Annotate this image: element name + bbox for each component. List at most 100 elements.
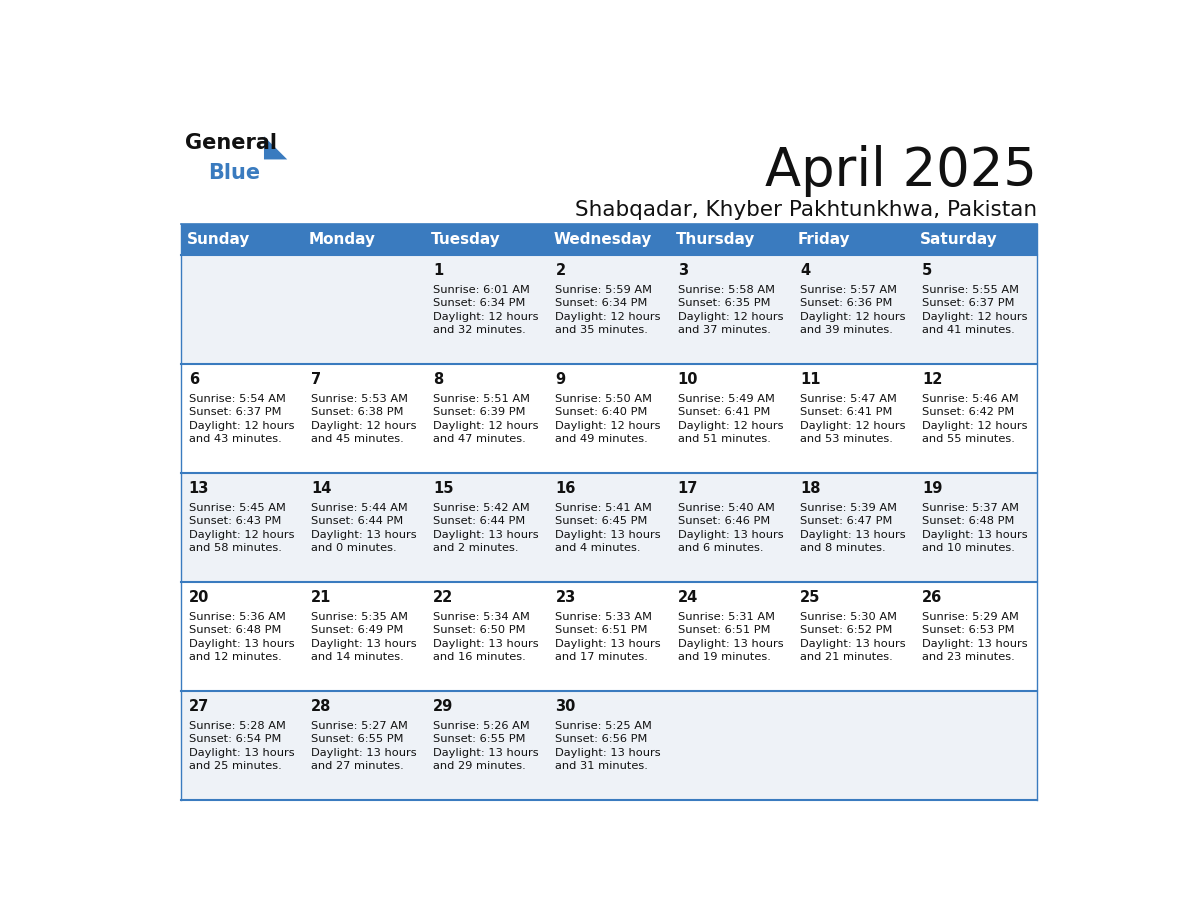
Bar bbox=[670, 582, 792, 691]
Text: Sunset: 6:47 PM: Sunset: 6:47 PM bbox=[800, 516, 892, 526]
Text: Daylight: 13 hours: Daylight: 13 hours bbox=[189, 747, 295, 757]
Text: and 10 minutes.: and 10 minutes. bbox=[922, 543, 1015, 553]
Text: Friday: Friday bbox=[797, 232, 851, 247]
Text: 8: 8 bbox=[434, 372, 443, 386]
Text: Sunrise: 5:33 AM: Sunrise: 5:33 AM bbox=[556, 611, 652, 621]
Text: and 49 minutes.: and 49 minutes. bbox=[556, 434, 649, 444]
Text: Daylight: 13 hours: Daylight: 13 hours bbox=[677, 639, 783, 649]
Bar bbox=[181, 255, 303, 364]
Text: Sunset: 6:44 PM: Sunset: 6:44 PM bbox=[311, 516, 403, 526]
Text: Sunset: 6:37 PM: Sunset: 6:37 PM bbox=[922, 298, 1015, 308]
Text: Daylight: 13 hours: Daylight: 13 hours bbox=[311, 530, 417, 540]
Text: and 23 minutes.: and 23 minutes. bbox=[922, 652, 1015, 662]
Bar bbox=[303, 224, 425, 255]
Text: Sunset: 6:52 PM: Sunset: 6:52 PM bbox=[800, 625, 892, 635]
Text: Sunset: 6:48 PM: Sunset: 6:48 PM bbox=[189, 625, 282, 635]
Text: Sunrise: 5:27 AM: Sunrise: 5:27 AM bbox=[311, 721, 407, 731]
Text: Daylight: 12 hours: Daylight: 12 hours bbox=[800, 311, 905, 321]
Text: Blue: Blue bbox=[208, 162, 260, 183]
Text: Sunset: 6:39 PM: Sunset: 6:39 PM bbox=[434, 407, 526, 417]
Text: 2: 2 bbox=[556, 263, 565, 277]
Text: 12: 12 bbox=[922, 372, 942, 386]
Text: Sunrise: 5:45 AM: Sunrise: 5:45 AM bbox=[189, 503, 285, 512]
Text: Sunrise: 5:54 AM: Sunrise: 5:54 AM bbox=[189, 394, 285, 404]
Bar bbox=[670, 364, 792, 473]
Text: Daylight: 12 hours: Daylight: 12 hours bbox=[434, 420, 538, 431]
Text: April 2025: April 2025 bbox=[765, 145, 1037, 196]
Text: and 58 minutes.: and 58 minutes. bbox=[189, 543, 282, 553]
Bar bbox=[548, 691, 670, 800]
Text: Sunset: 6:34 PM: Sunset: 6:34 PM bbox=[556, 298, 647, 308]
Text: Daylight: 12 hours: Daylight: 12 hours bbox=[311, 420, 417, 431]
Bar bbox=[181, 224, 303, 255]
Text: Tuesday: Tuesday bbox=[431, 232, 501, 247]
Text: 22: 22 bbox=[434, 589, 454, 605]
Text: 3: 3 bbox=[677, 263, 688, 277]
Bar bbox=[425, 255, 548, 364]
Text: 25: 25 bbox=[800, 589, 821, 605]
Text: 30: 30 bbox=[556, 699, 576, 714]
Text: Sunrise: 5:58 AM: Sunrise: 5:58 AM bbox=[677, 285, 775, 295]
Text: 15: 15 bbox=[434, 481, 454, 496]
Text: and 41 minutes.: and 41 minutes. bbox=[922, 325, 1015, 335]
Text: and 19 minutes.: and 19 minutes. bbox=[677, 652, 771, 662]
Text: 13: 13 bbox=[189, 481, 209, 496]
Text: Sunrise: 5:49 AM: Sunrise: 5:49 AM bbox=[677, 394, 775, 404]
Text: Shabqadar, Khyber Pakhtunkhwa, Pakistan: Shabqadar, Khyber Pakhtunkhwa, Pakistan bbox=[575, 200, 1037, 220]
Bar bbox=[425, 473, 548, 582]
Text: Sunrise: 5:30 AM: Sunrise: 5:30 AM bbox=[800, 611, 897, 621]
Text: Sunrise: 5:50 AM: Sunrise: 5:50 AM bbox=[556, 394, 652, 404]
Text: and 45 minutes.: and 45 minutes. bbox=[311, 434, 404, 444]
Text: Daylight: 13 hours: Daylight: 13 hours bbox=[556, 530, 661, 540]
Text: Sunrise: 5:36 AM: Sunrise: 5:36 AM bbox=[189, 611, 285, 621]
Text: Sunset: 6:34 PM: Sunset: 6:34 PM bbox=[434, 298, 525, 308]
Text: Daylight: 12 hours: Daylight: 12 hours bbox=[800, 420, 905, 431]
Text: Daylight: 13 hours: Daylight: 13 hours bbox=[556, 639, 661, 649]
Bar bbox=[303, 255, 425, 364]
Text: Daylight: 13 hours: Daylight: 13 hours bbox=[922, 530, 1028, 540]
Text: Sunrise: 5:46 AM: Sunrise: 5:46 AM bbox=[922, 394, 1019, 404]
Text: and 31 minutes.: and 31 minutes. bbox=[556, 761, 649, 771]
Bar bbox=[792, 691, 915, 800]
Text: 18: 18 bbox=[800, 481, 821, 496]
Text: and 21 minutes.: and 21 minutes. bbox=[800, 652, 892, 662]
Bar bbox=[303, 582, 425, 691]
Text: and 16 minutes.: and 16 minutes. bbox=[434, 652, 526, 662]
Text: Sunset: 6:50 PM: Sunset: 6:50 PM bbox=[434, 625, 526, 635]
Bar bbox=[181, 582, 303, 691]
Bar bbox=[425, 691, 548, 800]
Bar bbox=[915, 582, 1037, 691]
Bar bbox=[425, 224, 548, 255]
Bar bbox=[670, 473, 792, 582]
Text: Sunrise: 5:51 AM: Sunrise: 5:51 AM bbox=[434, 394, 530, 404]
Text: Sunrise: 5:39 AM: Sunrise: 5:39 AM bbox=[800, 503, 897, 512]
Text: and 27 minutes.: and 27 minutes. bbox=[311, 761, 404, 771]
Bar bbox=[915, 473, 1037, 582]
Text: Sunset: 6:42 PM: Sunset: 6:42 PM bbox=[922, 407, 1015, 417]
Text: Sunrise: 5:34 AM: Sunrise: 5:34 AM bbox=[434, 611, 530, 621]
Text: Sunrise: 5:47 AM: Sunrise: 5:47 AM bbox=[800, 394, 897, 404]
Text: and 51 minutes.: and 51 minutes. bbox=[677, 434, 771, 444]
Text: Sunrise: 5:29 AM: Sunrise: 5:29 AM bbox=[922, 611, 1019, 621]
Text: General: General bbox=[185, 133, 277, 153]
Text: Daylight: 13 hours: Daylight: 13 hours bbox=[189, 639, 295, 649]
Text: 7: 7 bbox=[311, 372, 321, 386]
Text: Daylight: 13 hours: Daylight: 13 hours bbox=[311, 639, 417, 649]
Text: and 4 minutes.: and 4 minutes. bbox=[556, 543, 642, 553]
Text: and 29 minutes.: and 29 minutes. bbox=[434, 761, 526, 771]
Text: and 35 minutes.: and 35 minutes. bbox=[556, 325, 649, 335]
Text: Sunset: 6:46 PM: Sunset: 6:46 PM bbox=[677, 516, 770, 526]
Bar bbox=[792, 473, 915, 582]
Text: and 37 minutes.: and 37 minutes. bbox=[677, 325, 771, 335]
Text: and 12 minutes.: and 12 minutes. bbox=[189, 652, 282, 662]
Text: Sunset: 6:37 PM: Sunset: 6:37 PM bbox=[189, 407, 282, 417]
Text: 4: 4 bbox=[800, 263, 810, 277]
Text: 5: 5 bbox=[922, 263, 933, 277]
Bar bbox=[792, 364, 915, 473]
Text: and 8 minutes.: and 8 minutes. bbox=[800, 543, 885, 553]
Text: 16: 16 bbox=[556, 481, 576, 496]
Bar bbox=[548, 582, 670, 691]
Bar bbox=[425, 582, 548, 691]
Bar bbox=[792, 582, 915, 691]
Text: Sunrise: 5:31 AM: Sunrise: 5:31 AM bbox=[677, 611, 775, 621]
